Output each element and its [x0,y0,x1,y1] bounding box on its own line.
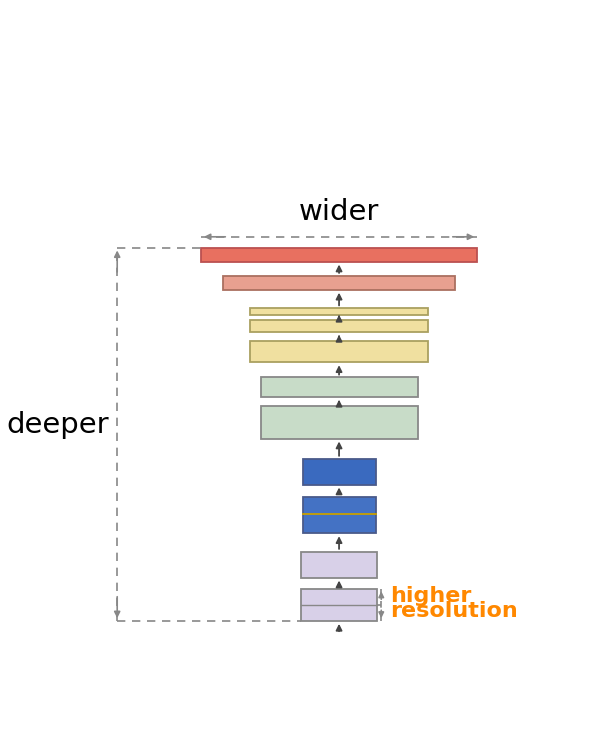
Bar [250,320,428,332]
Text: resolution: resolution [390,601,518,621]
Bar [250,341,428,362]
Text: deeper: deeper [7,411,109,439]
Bar [301,588,377,621]
Bar [201,248,477,262]
Text: higher: higher [390,586,472,606]
Bar [301,552,377,578]
Bar [261,378,417,397]
Bar [223,276,455,290]
Bar [302,496,376,533]
Text: wider: wider [299,198,379,226]
Bar [261,406,417,439]
Bar [302,459,376,485]
Bar [250,308,428,315]
